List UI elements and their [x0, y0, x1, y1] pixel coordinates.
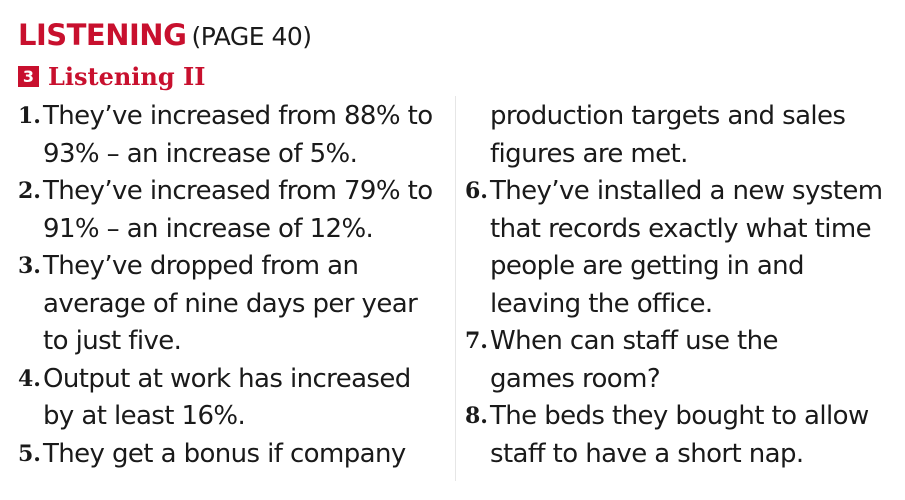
answer-line: to just five.: [43, 326, 182, 356]
answer-line: people are getting in and: [490, 251, 805, 281]
answer-line: average of nine days per year: [43, 288, 418, 319]
answer-line: They’ve installed a new system: [490, 176, 883, 206]
page-reference: (PAGE 40): [191, 22, 312, 51]
section-title: LISTENING: [18, 18, 187, 52]
answer-item-1: 1. They’ve increased from 88% to 93% – a…: [18, 98, 448, 173]
answer-number: 4.: [18, 365, 41, 392]
answer-item-6: 6. They’ve installed a new system that r…: [465, 173, 895, 323]
answer-line: 93% – an increase of 5%.: [43, 138, 358, 169]
answer-number: 7.: [465, 328, 488, 354]
answer-number: 8.: [465, 403, 488, 429]
answer-line: The beds they bought to allow: [490, 401, 869, 431]
answer-line: that records exactly what time: [490, 213, 872, 244]
answer-item-5: 5. They get a bonus if company: [18, 436, 448, 474]
answer-number: 6.: [465, 178, 488, 204]
answer-number: 3.: [18, 253, 41, 279]
answer-line: by at least 16%.: [43, 401, 246, 431]
answer-line: They’ve dropped from an: [43, 251, 359, 281]
answers-column-left: 1. They’ve increased from 88% to 93% – a…: [18, 98, 448, 473]
answer-item-3: 3. They’ve dropped from an average of ni…: [18, 248, 448, 361]
exercise-number-badge: 3: [18, 66, 39, 87]
answers-column-right: production targets and sales figures are…: [465, 98, 895, 473]
answer-line: They’ve increased from 88% to: [43, 101, 433, 131]
answer-line: 91% – an increase of 12%.: [43, 213, 374, 244]
answer-item-4: 4. Output at work has increased by at le…: [18, 361, 448, 436]
answer-item-5-continued: production targets and sales figures are…: [465, 98, 895, 173]
answer-line: figures are met.: [490, 138, 688, 169]
answer-item-8: 8. The beds they bought to allow staff t…: [465, 398, 895, 473]
answer-number: 5.: [18, 440, 41, 467]
page-header: LISTENING (PAGE 40): [18, 18, 312, 52]
answer-line: They’ve increased from 79% to: [43, 176, 433, 206]
answer-line: staff to have a short nap.: [490, 438, 804, 469]
exercise-title: Listening II: [48, 62, 206, 91]
answer-item-2: 2. They’ve increased from 79% to 91% – a…: [18, 173, 448, 248]
exercise-header: 3 Listening II: [18, 62, 205, 91]
answer-line: production targets and sales: [490, 101, 846, 131]
answer-number: 2.: [18, 178, 41, 204]
answer-line: games room?: [490, 363, 661, 394]
answer-number: 1.: [18, 103, 41, 129]
answer-item-7: 7. When can staff use the games room?: [465, 323, 895, 398]
answer-line: leaving the office.: [490, 288, 713, 319]
answer-line: When can staff use the: [490, 326, 779, 356]
answer-line: They get a bonus if company: [43, 438, 406, 469]
answer-line: Output at work has increased: [43, 363, 411, 394]
column-divider: [455, 96, 456, 481]
